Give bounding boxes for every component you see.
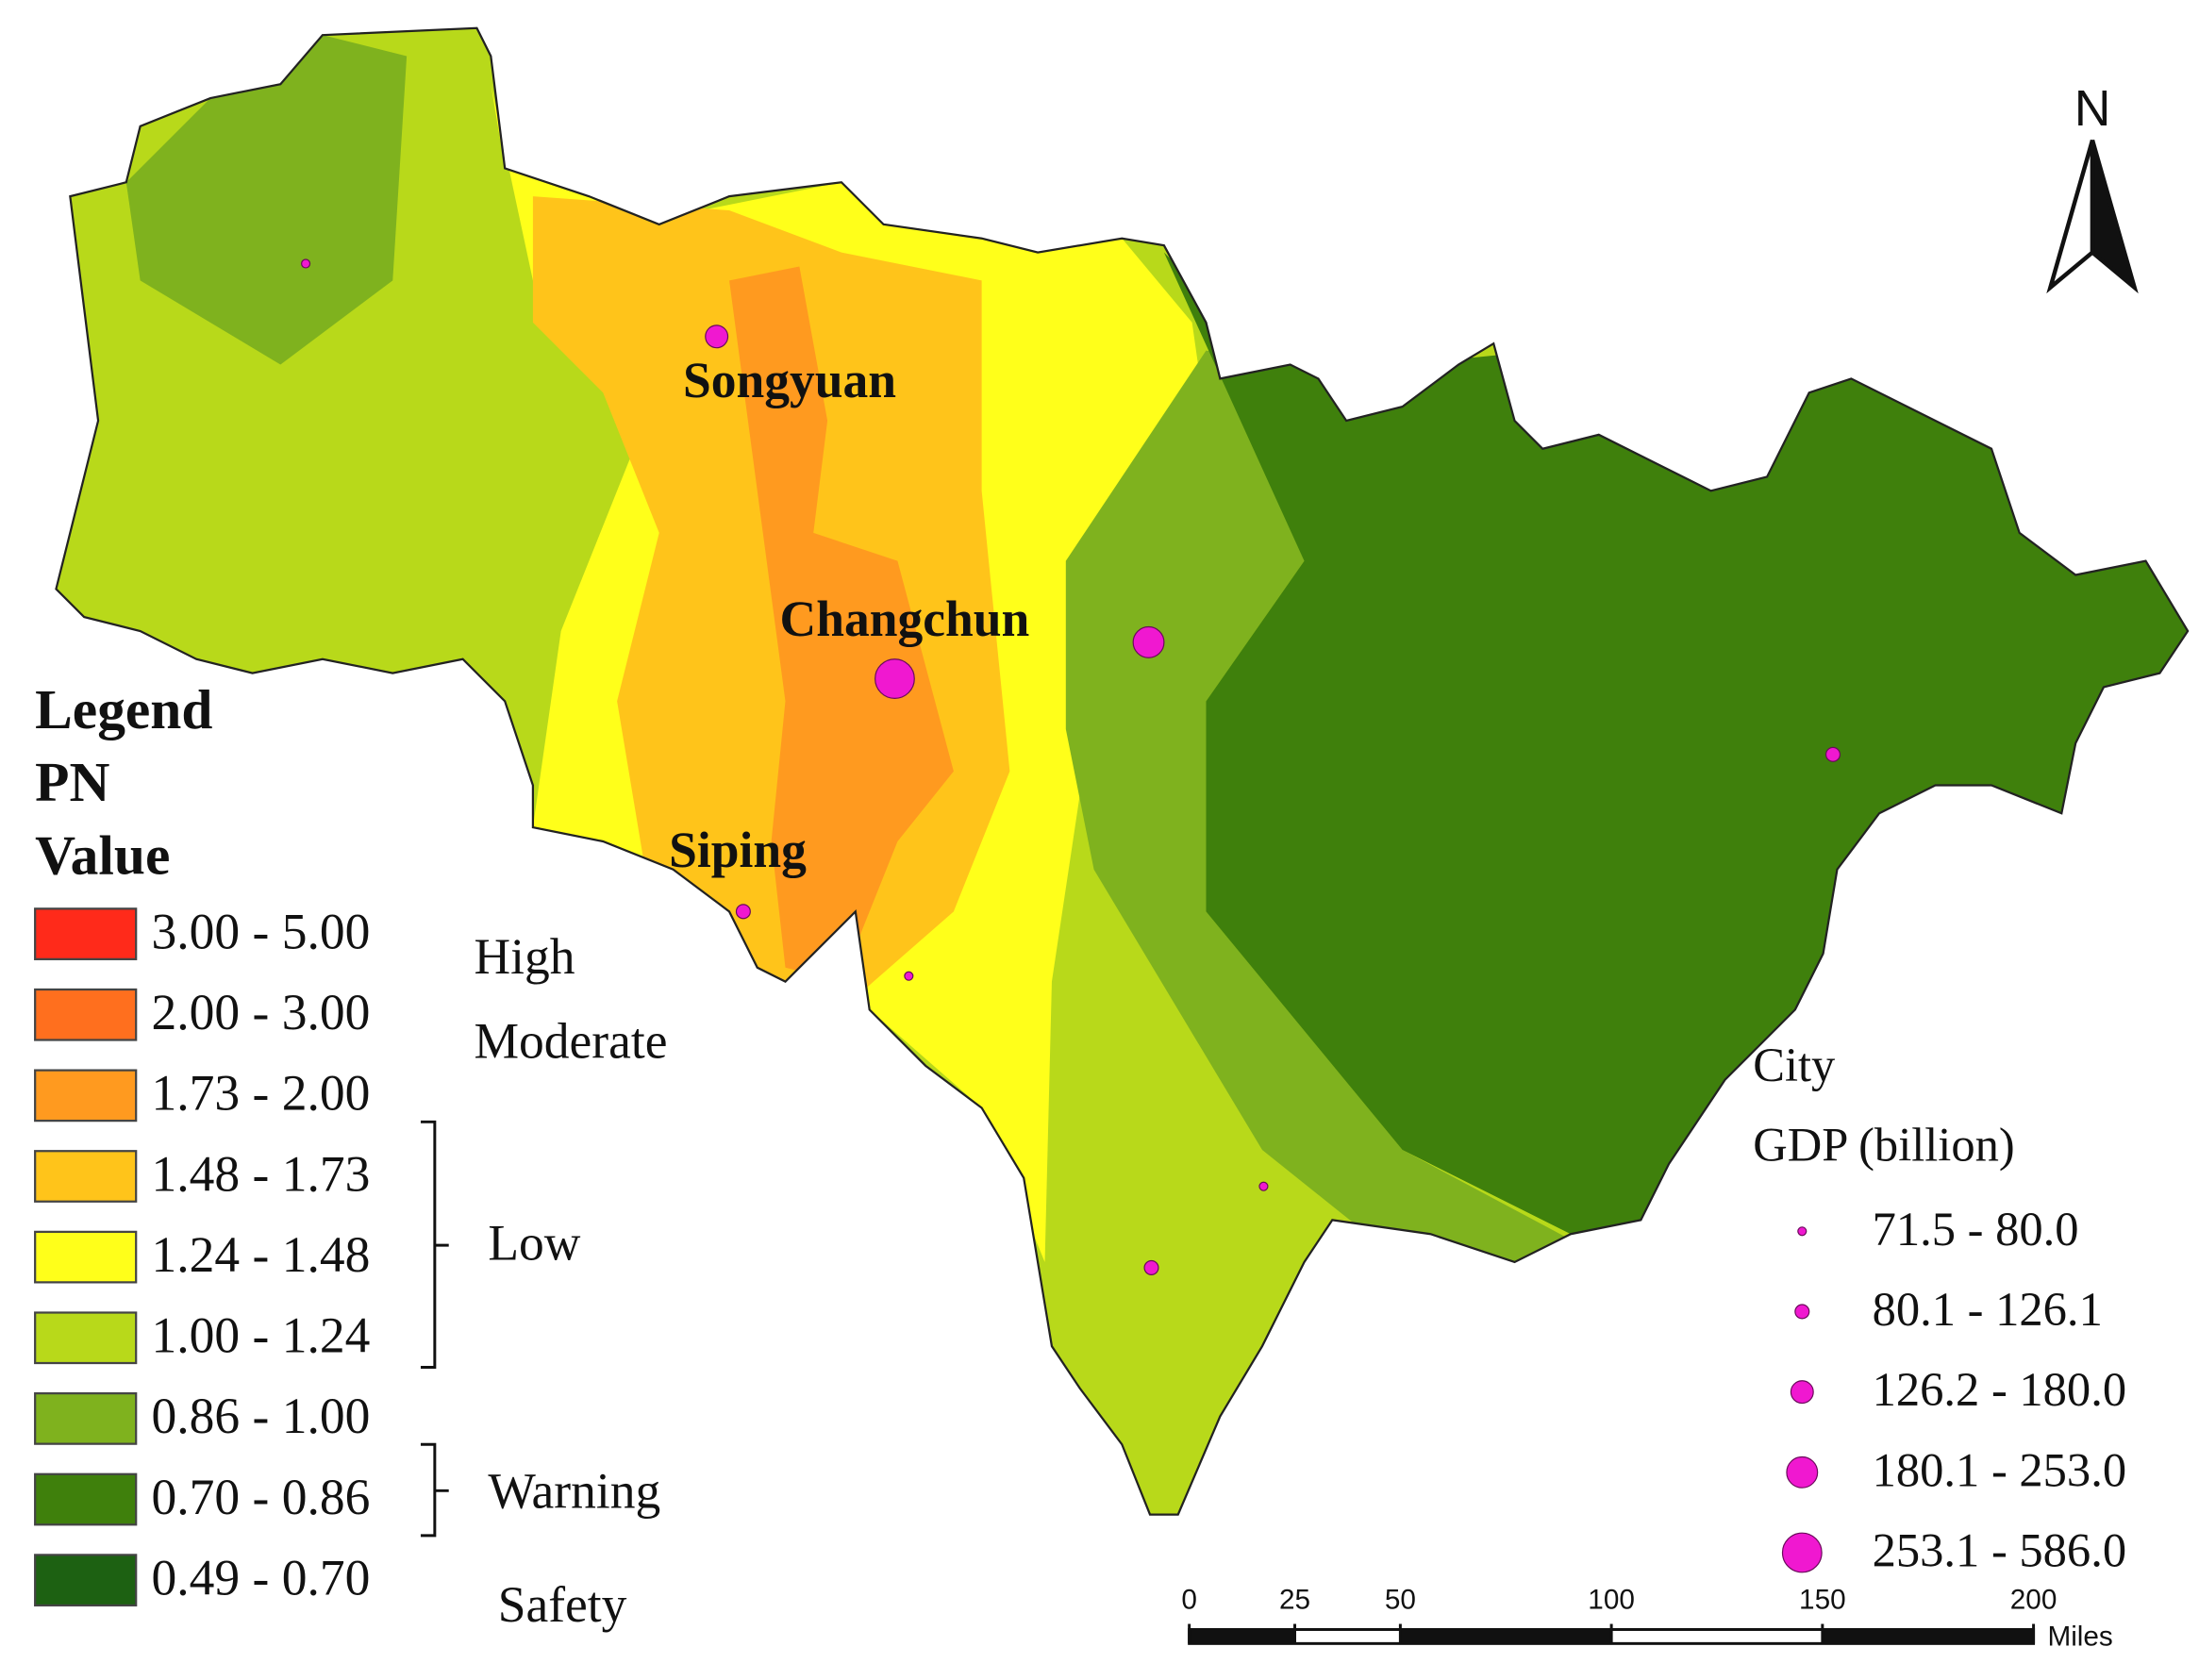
legend-label: 0.70 - 0.86 [152,1469,371,1525]
zone [125,35,408,365]
north-arrow [2090,140,2139,294]
scale-label: 0 [1181,1585,1197,1616]
scale-label: 200 [2010,1585,2057,1616]
gdp-symbol [1797,1226,1808,1237]
gdp-label: 253.1 - 586.0 [1873,1524,2126,1577]
legend-label: 3.00 - 5.00 [152,903,371,959]
gdp-symbol [1781,1532,1823,1573]
legend-label: 2.00 - 3.00 [152,984,371,1040]
city-dot [1258,1181,1269,1191]
legend-label: 0.49 - 0.70 [152,1549,371,1605]
legend-title: Value [35,823,170,886]
city-dot [1132,625,1165,658]
city-label: Changchun [780,590,1030,647]
city-dots [301,258,1841,1275]
north-arrow [2046,140,2095,294]
scale-label: 50 [1385,1585,1416,1616]
legend-swatch [34,1069,138,1123]
legend-swatch [34,1311,138,1365]
legend-label: 1.24 - 1.48 [152,1226,371,1283]
legend-title: Legend [35,678,212,740]
gdp-symbol [1794,1304,1810,1320]
scale-unit: Miles [2047,1621,2112,1652]
scale-label: 100 [1588,1585,1635,1616]
bracket [420,1442,449,1538]
city-dot [875,658,915,699]
legend-title: PN [35,751,109,813]
zone [729,266,954,982]
city-dot [1143,1259,1159,1275]
legend-swatch [34,1554,138,1607]
gdp-legend: 71.5 - 80.0 80.1 - 126.1 126.2 - 180.0 180.… [1781,1203,2126,1577]
city-dot [1824,746,1841,762]
scale-segment [1189,1629,1295,1644]
legend-label: 0.86 - 1.00 [152,1388,371,1444]
city-label: Siping [669,822,807,878]
legend-swatch [34,1472,138,1526]
city-dot [904,971,914,981]
gdp-symbol [1790,1380,1814,1405]
legend-label: 1.00 - 1.24 [152,1307,371,1364]
city-dot [735,904,751,920]
gdp-legend-title: City [1753,1039,1836,1091]
zone [1065,350,1613,1262]
city-dot [301,258,311,269]
scale-bar: 0 25 50 100 150 200 Miles [1181,1585,2112,1653]
scale-segment [1400,1629,1612,1644]
legend-label: 1.73 - 2.00 [152,1065,371,1122]
scale-segment [1822,1629,2034,1644]
gdp-symbol [1786,1455,1819,1489]
gdp-legend-title: GDP (billion) [1753,1119,2014,1172]
city-label: Songyuan [683,352,896,408]
legend-swatch [34,1392,138,1445]
gdp-label: 80.1 - 126.1 [1873,1283,2103,1336]
level-label: Warning [488,1463,660,1520]
level-label: Safety [498,1576,627,1633]
scale-label: 25 [1279,1585,1310,1616]
scale-label: 150 [1799,1585,1846,1616]
level-label: High [474,928,575,985]
bracket [420,1120,449,1369]
legend-swatch [34,1150,138,1203]
level-label: Low [488,1214,580,1271]
legend: 3.00 - 5.00 2.00 - 3.00 1.73 - 2.00 1.48 - … [34,903,371,1607]
gdp-label: 126.2 - 180.0 [1873,1363,2126,1416]
north-label: N [2074,81,2111,137]
legend-swatch [34,907,138,960]
gdp-label: 180.1 - 253.0 [1873,1443,2126,1496]
legend-swatch [34,1230,138,1284]
gdp-label: 71.5 - 80.0 [1873,1203,2079,1256]
level-label: Moderate [474,1012,667,1069]
city-dot [705,324,729,349]
legend-label: 1.48 - 1.73 [152,1145,371,1202]
legend-swatch [34,988,138,1041]
